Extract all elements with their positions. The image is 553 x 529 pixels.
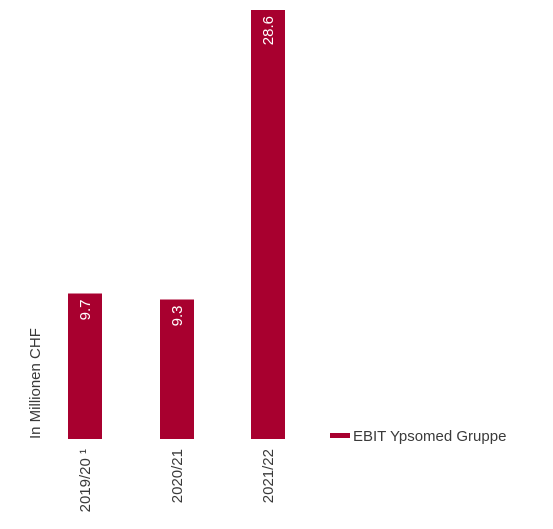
- bar-1: [68, 293, 102, 439]
- value-label-2: 9.3: [169, 306, 186, 327]
- category-tick-2: 2020/21: [169, 449, 186, 503]
- legend-label: EBIT Ypsomed Gruppe: [353, 428, 506, 445]
- bar-3: [251, 10, 285, 439]
- category-tick-1: 2019/20 ¹: [77, 449, 94, 512]
- bar-2: [160, 299, 194, 439]
- value-label-3: 28.6: [260, 16, 277, 45]
- category-tick-3: 2021/22: [260, 449, 277, 503]
- value-label-1: 9.7: [77, 300, 94, 321]
- legend-swatch: [330, 433, 350, 438]
- y-axis-label: In Millionen CHF: [27, 328, 44, 439]
